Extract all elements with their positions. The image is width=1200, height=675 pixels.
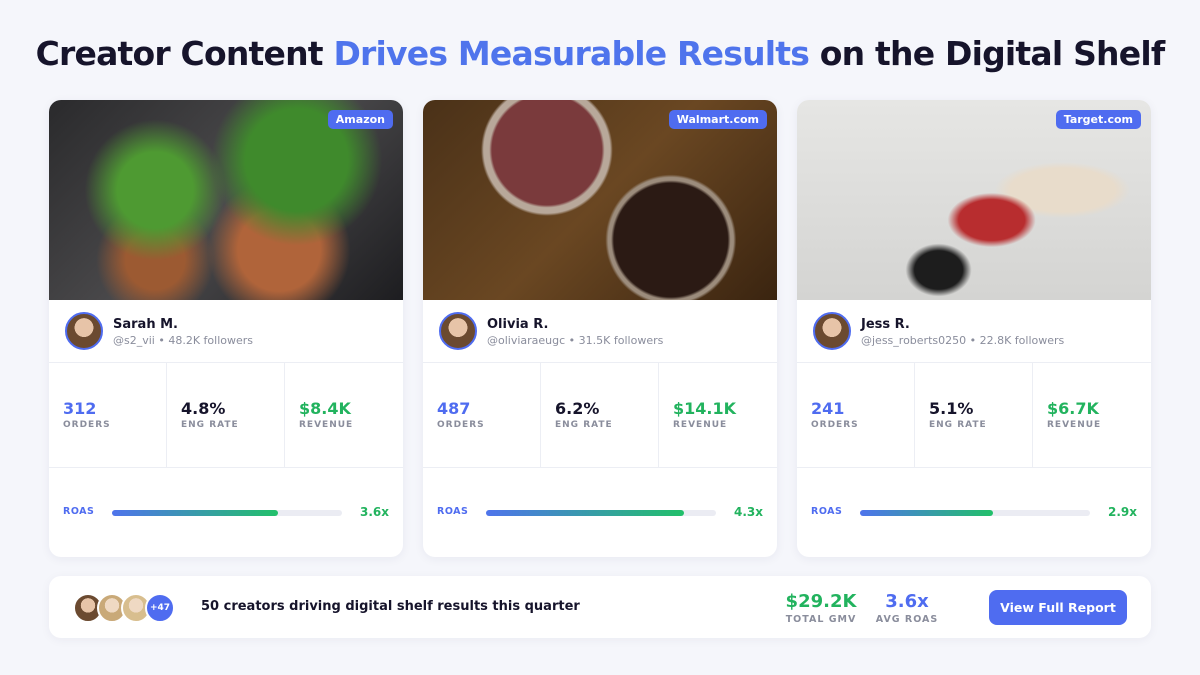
stat: $14.1K REVENUE bbox=[659, 363, 776, 467]
roas-value: 3.6x bbox=[885, 591, 929, 612]
roas-value: 3.6x bbox=[360, 505, 389, 519]
report-button[interactable]: View Full Report bbox=[989, 590, 1127, 625]
creator-row: Jess R. @jess_roberts0250 • 22.8K followe… bbox=[797, 300, 1151, 363]
stat-label: REVENUE bbox=[673, 420, 728, 430]
platform-badge: Target.com bbox=[1055, 110, 1141, 129]
roas-bar bbox=[860, 510, 994, 516]
creator-name: Sarah M. bbox=[113, 317, 178, 332]
followers: 22.8K followers bbox=[979, 334, 1065, 347]
title-highlight: Drives Measurable Results bbox=[333, 34, 810, 73]
stats-row: 487 ORDERS 6.2% ENG RATE $14.1K REVENUE bbox=[423, 363, 777, 468]
roas-bar bbox=[486, 510, 684, 516]
handle: @oliviaraeugc bbox=[487, 334, 566, 347]
stat-label: ORDERS bbox=[811, 420, 859, 430]
roas-track bbox=[112, 510, 342, 516]
stat: 241 ORDERS bbox=[797, 363, 915, 467]
creator-meta: @jess_roberts0250 • 22.8K followers bbox=[861, 334, 1065, 347]
roas-label: ROAS bbox=[63, 506, 95, 517]
avatar bbox=[439, 312, 477, 350]
title-end: on the Digital Shelf bbox=[809, 34, 1165, 73]
stat: $6.7K REVENUE bbox=[1033, 363, 1150, 467]
roas-track bbox=[860, 510, 1090, 516]
creator-meta: @oliviaraeugc • 31.5K followers bbox=[487, 334, 664, 347]
title: Creator Content Drives Measurable Result… bbox=[0, 34, 1200, 73]
stat-value: 241 bbox=[811, 399, 845, 418]
creator-card: Amazon Sarah M. @s2_vii • 48.2K followers 3… bbox=[49, 100, 403, 557]
stat-value: 6.2% bbox=[555, 399, 600, 418]
stat-label: ENG RATE bbox=[929, 420, 987, 430]
followers: 48.2K followers bbox=[168, 334, 254, 347]
stat-label: ENG RATE bbox=[181, 420, 239, 430]
roas-value: 4.3x bbox=[734, 505, 763, 519]
creator-name: Jess R. bbox=[861, 317, 910, 332]
creator-meta: @s2_vii • 48.2K followers bbox=[113, 334, 254, 347]
stat-value: 4.8% bbox=[181, 399, 226, 418]
stats-row: 241 ORDERS 5.1% ENG RATE $6.7K REVENUE bbox=[797, 363, 1151, 468]
handle: @s2_vii bbox=[113, 334, 155, 347]
platform-badge: Walmart.com bbox=[668, 110, 767, 129]
creator-card: Walmart.com Olivia R. @oliviaraeugc • 31.5… bbox=[423, 100, 777, 557]
stat-value: $8.4K bbox=[299, 399, 351, 418]
stat: 312 ORDERS bbox=[49, 363, 167, 467]
stat-label: ORDERS bbox=[437, 420, 485, 430]
roas-value: 2.9x bbox=[1108, 505, 1137, 519]
gmv-value: $29.2K bbox=[785, 591, 857, 612]
stat-label: ENG RATE bbox=[555, 420, 613, 430]
roas-label: AVG ROAS bbox=[875, 614, 939, 625]
content-image bbox=[797, 100, 1151, 300]
stat-label: ORDERS bbox=[63, 420, 111, 430]
roas-label: ROAS bbox=[437, 506, 469, 517]
stat-value: 5.1% bbox=[929, 399, 974, 418]
roas-row: ROAS 3.6x bbox=[49, 505, 403, 520]
stats-row: 312 ORDERS 4.8% ENG RATE $8.4K REVENUE bbox=[49, 363, 403, 468]
more-count: +47 bbox=[145, 593, 175, 623]
handle: @jess_roberts0250 bbox=[861, 334, 967, 347]
stat: 5.1% ENG RATE bbox=[915, 363, 1033, 467]
stat-value: 487 bbox=[437, 399, 471, 418]
title-start: Creator Content bbox=[35, 34, 334, 73]
avatar bbox=[813, 312, 851, 350]
gmv-label: TOTAL GMV bbox=[785, 614, 857, 625]
footer-text: 50 creators driving digital shelf result… bbox=[201, 599, 580, 614]
roas-bar bbox=[112, 510, 278, 516]
creator-name: Olivia R. bbox=[487, 317, 549, 332]
roas-label: ROAS bbox=[811, 506, 843, 517]
stat: 4.8% ENG RATE bbox=[167, 363, 285, 467]
content-image bbox=[49, 100, 403, 300]
stat-value: $6.7K bbox=[1047, 399, 1099, 418]
creator-card: Target.com Jess R. @jess_roberts0250 • 22.… bbox=[797, 100, 1151, 557]
followers: 31.5K followers bbox=[578, 334, 664, 347]
roas-row: ROAS 2.9x bbox=[797, 505, 1151, 520]
avatar bbox=[65, 312, 103, 350]
roas-row: ROAS 4.3x bbox=[423, 505, 777, 520]
stat: $8.4K REVENUE bbox=[285, 363, 402, 467]
content-image bbox=[423, 100, 777, 300]
roas-track bbox=[486, 510, 716, 516]
stat-label: REVENUE bbox=[1047, 420, 1102, 430]
stat-label: REVENUE bbox=[299, 420, 354, 430]
stat-value: $14.1K bbox=[673, 399, 737, 418]
platform-badge: Amazon bbox=[327, 110, 393, 129]
footer: +47 50 creators driving digital shelf re… bbox=[49, 576, 1151, 638]
stat-value: 312 bbox=[63, 399, 97, 418]
stat: 487 ORDERS bbox=[423, 363, 541, 467]
stat: 6.2% ENG RATE bbox=[541, 363, 659, 467]
creator-row: Sarah M. @s2_vii • 48.2K followers bbox=[49, 300, 403, 363]
creator-row: Olivia R. @oliviaraeugc • 31.5K followers bbox=[423, 300, 777, 363]
